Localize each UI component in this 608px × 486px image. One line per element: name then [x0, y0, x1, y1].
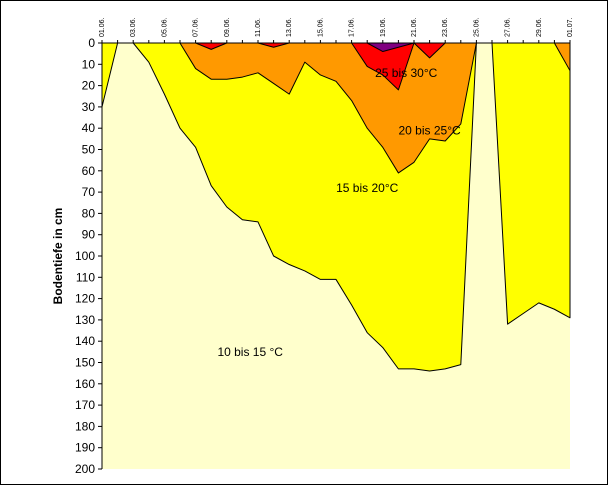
x-tick-label: 29.06.	[536, 17, 543, 37]
x-tick-label: 27.06.	[505, 17, 512, 37]
x-tick-label: 17.06.	[349, 17, 356, 37]
y-tick-label: 190	[75, 441, 95, 455]
y-tick-label: 180	[75, 419, 95, 433]
x-tick-label: 19.06.	[380, 17, 387, 37]
band-labels-group: 10 bis 15 °C 15 bis 20°C 20 bis 25°C 25 bis…	[217, 66, 461, 359]
y-axis: 0 10 20 30 40 50 60 70 80 90 100 110 120 130 140 150 160…	[75, 36, 103, 476]
area-series-group	[101, 42, 571, 372]
y-tick-label: 30	[82, 100, 96, 114]
y-tick-label: 160	[75, 377, 95, 391]
band-label-4: 25 bis 30°C	[375, 66, 438, 80]
x-tick-label: 13.06.	[286, 17, 293, 37]
y-tick-label: 10	[82, 57, 96, 71]
y-tick-label: 140	[75, 334, 95, 348]
y-tick-label: 60	[82, 164, 96, 178]
band-label-1: 10 bis 15 °C	[217, 345, 283, 359]
x-tick-label: 15.06.	[317, 17, 324, 37]
x-tick-label: 03.06.	[130, 17, 137, 37]
y-tick-label: 170	[75, 398, 95, 412]
y-tick-label: 110	[76, 270, 95, 284]
y-tick-label: 100	[75, 249, 95, 263]
y-tick-label: 150	[75, 356, 95, 370]
x-tick-label: 21.06.	[411, 17, 418, 37]
y-tick-label: 200	[75, 462, 95, 476]
y-tick-label: 40	[82, 121, 96, 135]
y-axis-title: Bodentiefe in cm	[51, 208, 65, 305]
y-tick-label: 80	[82, 206, 96, 220]
y-tick-label: 70	[82, 185, 96, 199]
x-axis: 01.06. 03.06. 05.06. 07.06. 09.06. 11.06. 13.0…	[99, 17, 574, 44]
x-tick-label: 07.06.	[193, 17, 200, 37]
y-tick-label: 130	[75, 313, 95, 327]
band-label-3: 20 bis 25°C	[399, 123, 462, 137]
y-tick-label: 0	[88, 36, 95, 50]
x-tick-label: 09.06.	[224, 17, 231, 37]
x-tick-label: 01.07.	[567, 17, 574, 37]
y-tick-label: 50	[82, 143, 96, 157]
x-tick-label: 05.06.	[161, 17, 168, 37]
y-tick-label: 120	[75, 292, 95, 306]
y-tick-label: 20	[82, 79, 96, 93]
x-tick-label: 25.06.	[473, 17, 480, 37]
band-label-2: 15 bis 20°C	[336, 181, 399, 195]
x-tick-label: 23.06.	[442, 17, 449, 37]
x-tick-label: 11.06.	[255, 18, 262, 37]
y-tick-label: 90	[82, 228, 96, 242]
x-tick-label: 01.06.	[99, 17, 106, 37]
